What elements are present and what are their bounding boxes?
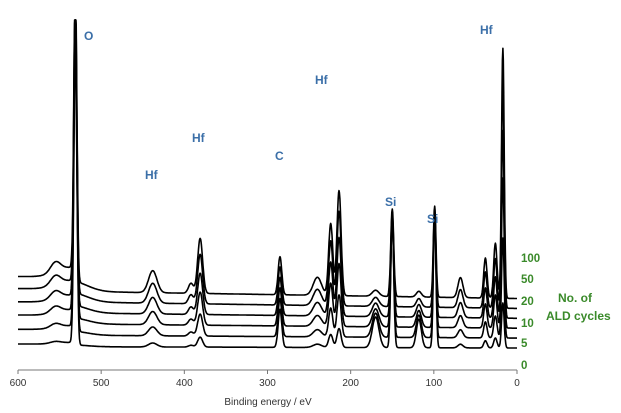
- x-tick-label: 400: [176, 378, 193, 389]
- x-axis-title: Binding energy / eV: [224, 397, 312, 408]
- spectrum-line-100: [17, 19, 518, 300]
- cycle-label-10: 10: [521, 318, 534, 330]
- spectrum-line-50: [17, 19, 518, 310]
- cycle-label-100: 100: [521, 253, 540, 265]
- x-tick-label: 500: [93, 378, 110, 389]
- cycle-label-50: 50: [521, 274, 534, 286]
- peak-label-o: O: [84, 29, 93, 43]
- spectrum-line-5: [17, 30, 518, 339]
- x-tick-label: 0: [514, 378, 520, 389]
- spectrum-line-0: [17, 44, 518, 349]
- cycle-label-0: 0: [521, 360, 527, 372]
- legend-title-line-1: No. of: [558, 291, 593, 305]
- x-tick-label: 100: [425, 378, 442, 389]
- peak-label-si-2s: Si: [385, 195, 396, 209]
- peak-label-hf-4d: Hf: [192, 131, 206, 145]
- legend-title-line-2: ALD cycles: [546, 309, 611, 323]
- peak-label-si-2p: Si: [427, 212, 438, 226]
- spectrum-line-20: [17, 19, 518, 320]
- cycle-label-5: 5: [521, 338, 528, 350]
- cycle-label-20: 20: [521, 296, 534, 308]
- x-tick-label: 600: [10, 378, 27, 389]
- x-tick-label: 300: [259, 378, 276, 389]
- peak-label-hf-4f: Hf: [480, 23, 494, 37]
- peak-label-c: C: [275, 149, 284, 163]
- peak-label-hf-4d-upper: Hf: [315, 73, 329, 87]
- peak-label-hf-4p: Hf: [145, 168, 159, 182]
- x-tick-label: 200: [342, 378, 359, 389]
- x-axis-ticks: 600 500 400 300 200 100 0: [10, 370, 520, 389]
- spectra-group: [17, 19, 518, 349]
- spectrum-line-10: [17, 19, 518, 329]
